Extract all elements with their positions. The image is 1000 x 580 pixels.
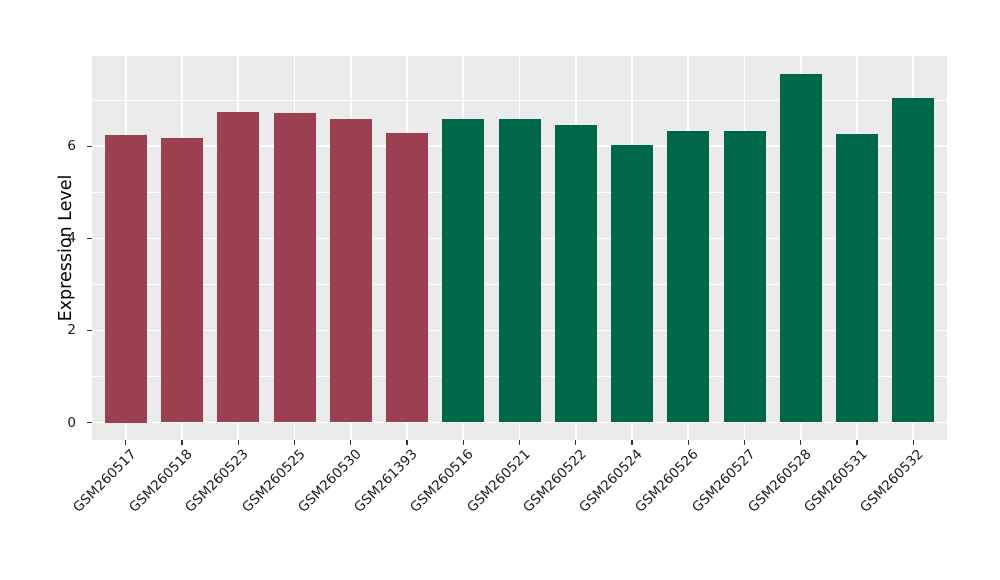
x-tick-mark bbox=[181, 440, 183, 445]
plot-panel bbox=[92, 56, 947, 440]
x-tick-mark bbox=[125, 440, 127, 445]
y-tick-label: 0 bbox=[67, 414, 76, 431]
bar bbox=[161, 138, 203, 423]
y-axis-title: Expression Level bbox=[56, 174, 76, 322]
x-tick-mark bbox=[743, 440, 746, 445]
x-tick-mark bbox=[237, 440, 239, 445]
y-tick-mark bbox=[87, 145, 92, 147]
x-tick-mark bbox=[406, 440, 408, 445]
bar bbox=[217, 111, 260, 423]
y-tick-mark bbox=[87, 329, 92, 332]
bar bbox=[386, 132, 428, 423]
y-tick-mark bbox=[87, 237, 92, 239]
y-tick-label: 2 bbox=[67, 322, 76, 339]
bar bbox=[892, 98, 935, 423]
x-tick-mark bbox=[631, 440, 633, 445]
bar bbox=[611, 144, 653, 423]
bar bbox=[104, 134, 147, 423]
y-tick-mark bbox=[87, 421, 92, 424]
bar bbox=[779, 73, 822, 423]
x-tick-mark bbox=[293, 440, 296, 445]
x-tick-mark bbox=[800, 440, 802, 445]
x-tick-mark bbox=[462, 440, 464, 445]
bar bbox=[442, 119, 485, 423]
bar bbox=[273, 112, 316, 423]
x-tick-mark bbox=[350, 440, 352, 445]
bar bbox=[329, 118, 372, 423]
bar bbox=[498, 119, 541, 423]
x-tick-mark bbox=[687, 440, 689, 445]
bar bbox=[836, 134, 878, 423]
bar bbox=[554, 125, 597, 423]
x-tick-mark bbox=[518, 440, 521, 445]
bar bbox=[667, 131, 710, 423]
y-tick-label: 6 bbox=[67, 138, 76, 155]
y-tick-label: 4 bbox=[67, 230, 76, 247]
x-tick-mark bbox=[856, 440, 858, 445]
bar bbox=[723, 131, 766, 423]
x-tick-mark bbox=[912, 440, 914, 445]
x-tick-mark bbox=[575, 440, 577, 445]
